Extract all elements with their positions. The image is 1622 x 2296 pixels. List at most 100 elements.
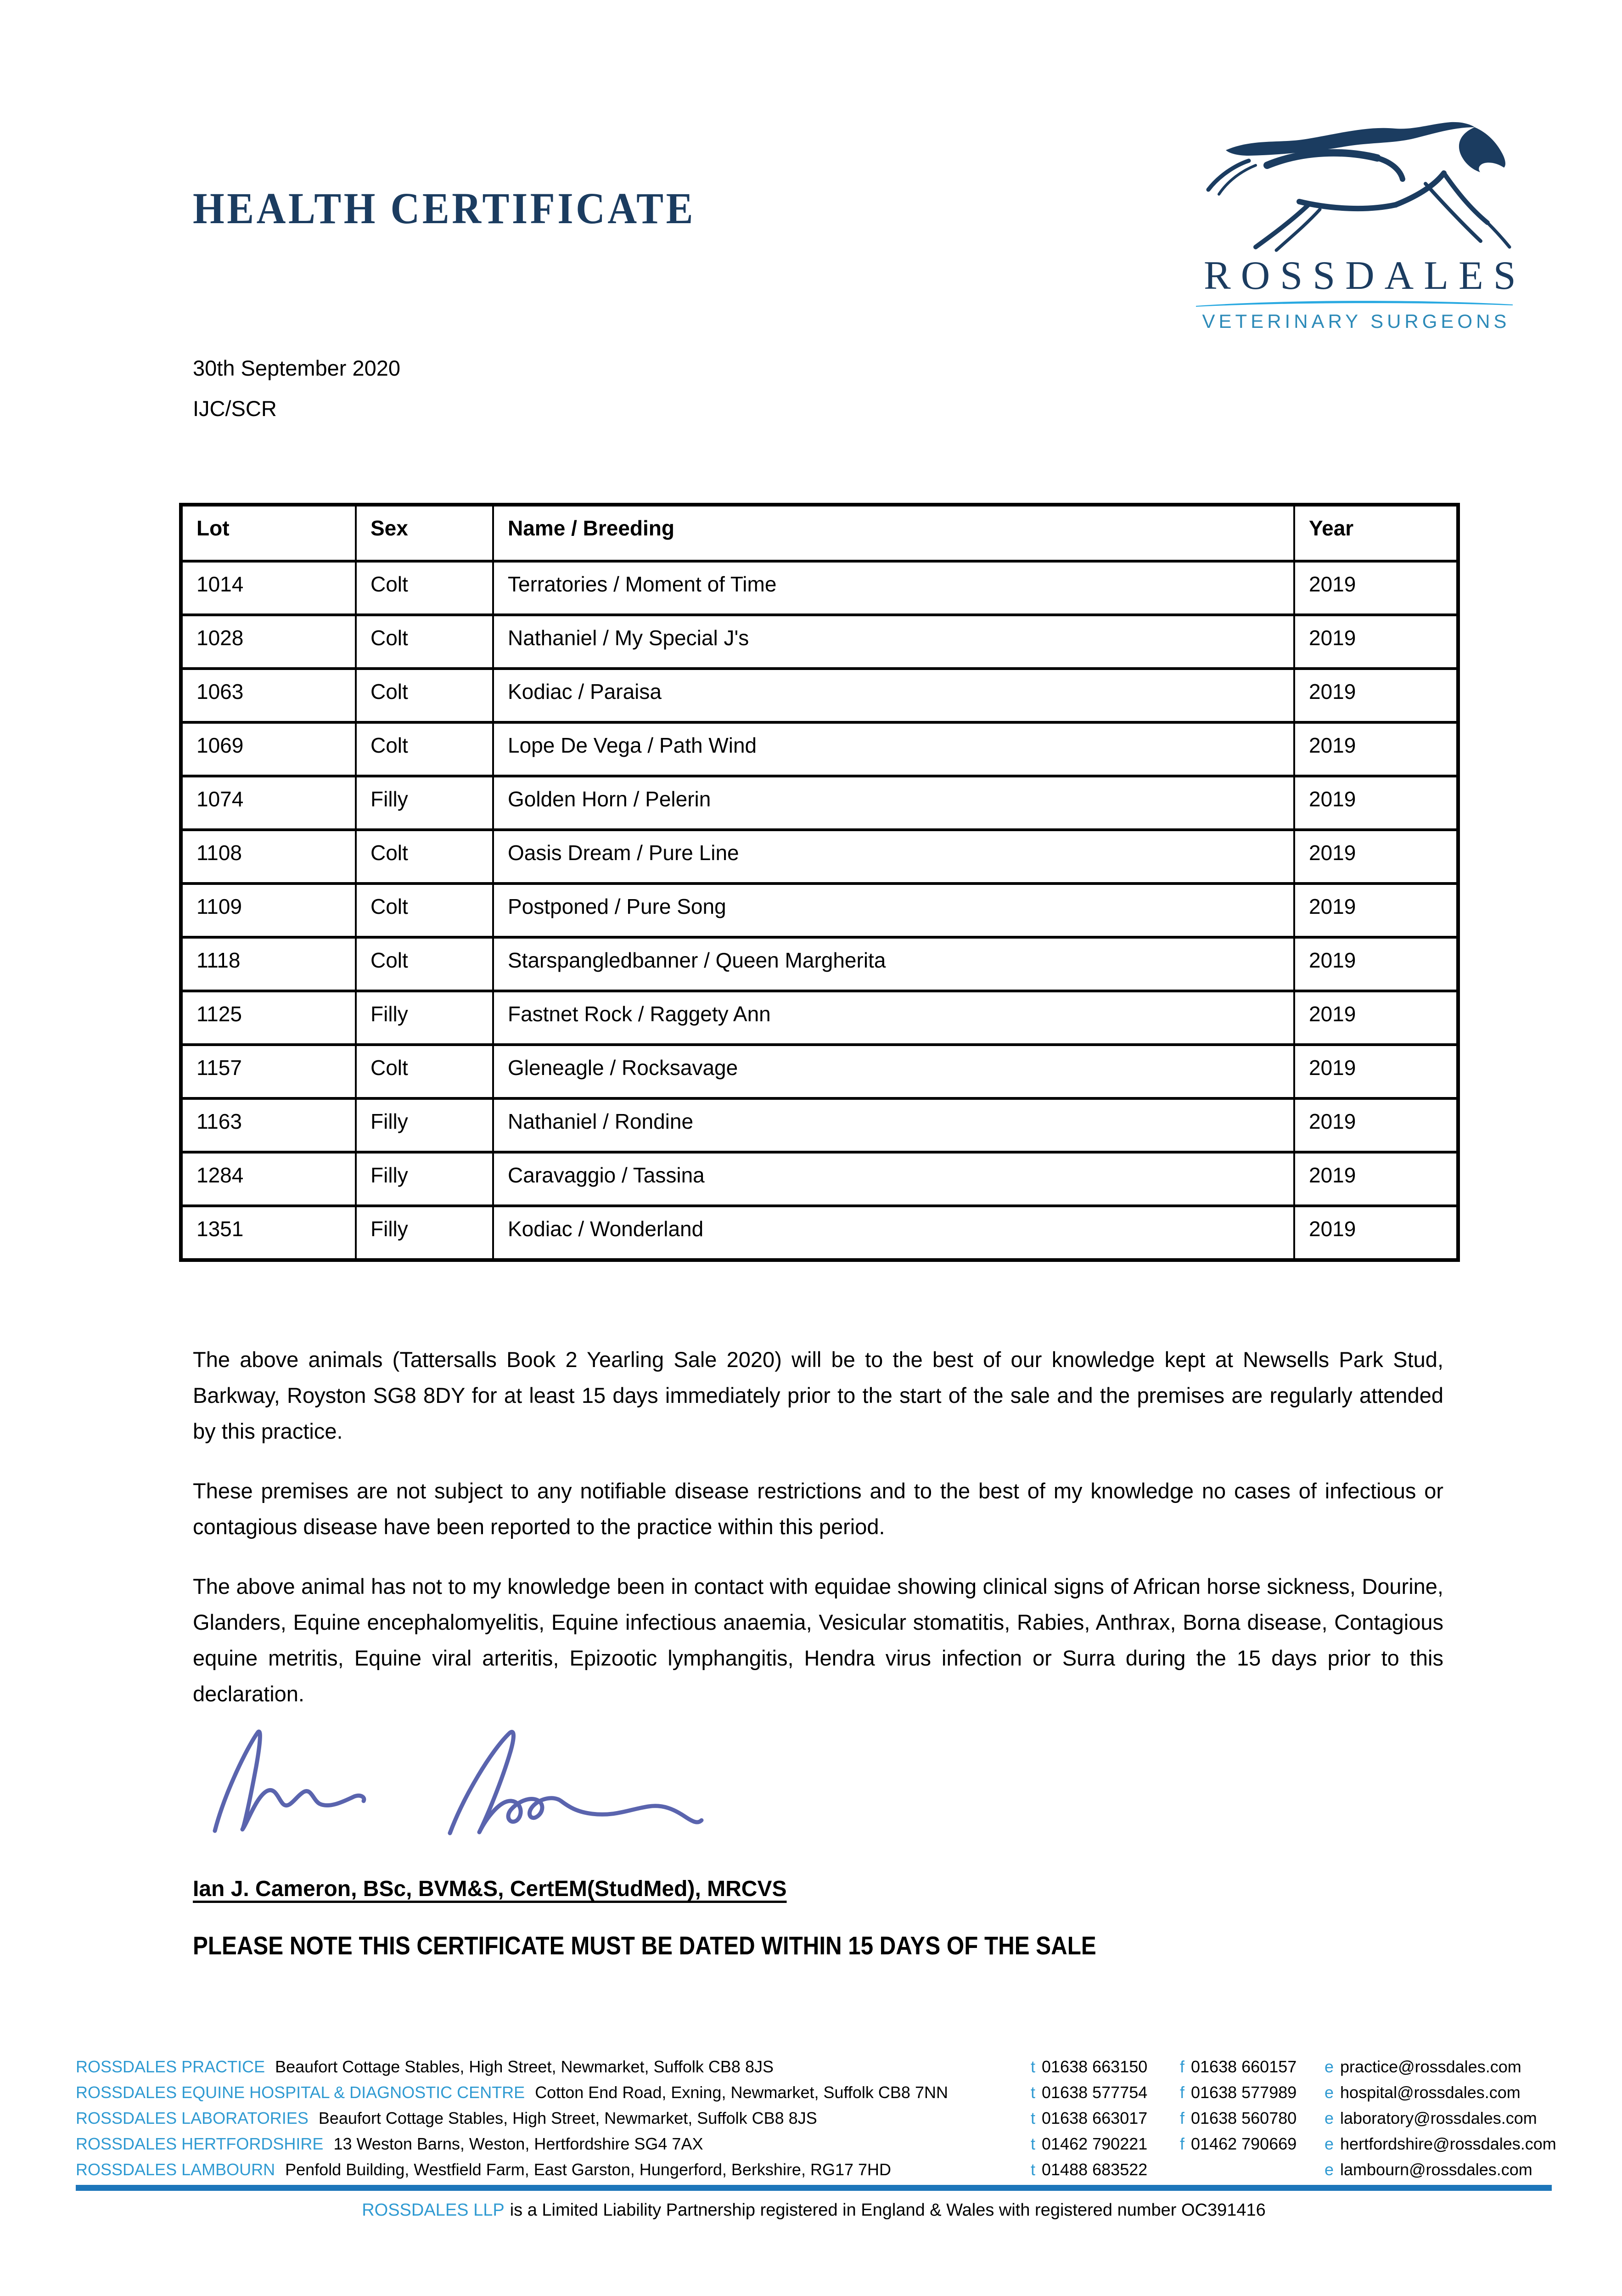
location-label: ROSSDALES HERTFORDSHIRE <box>76 2134 324 2153</box>
cell-year: 2019 <box>1293 828 1459 885</box>
cell-name-breeding: Nathaniel / Rondine <box>492 1097 1295 1154</box>
email-address: laboratory@rossdales.com <box>1340 2109 1537 2127</box>
cell-name-breeding: Caravaggio / Tassina <box>492 1151 1295 1207</box>
cell-sex: Filly <box>355 1151 494 1207</box>
cell-year: 2019 <box>1293 1204 1459 1261</box>
location-address: Cotton End Road, Exning, Newmarket, Suff… <box>535 2083 948 2102</box>
footer-location-line: ROSSDALES EQUINE HOSPITAL & DIAGNOSTIC C… <box>76 2081 1552 2107</box>
fax-number: 01462 790669 <box>1191 2134 1297 2153</box>
cell-sex: Colt <box>355 667 494 724</box>
llp-text: is a Limited Liability Partnership regis… <box>510 2200 1266 2220</box>
declaration-paragraph-3: The above animal has not to my knowledge… <box>193 1574 1443 1706</box>
table-row: 1284 Filly Caravaggio / Tassina 2019 <box>180 1151 1459 1207</box>
cell-name-breeding: Fastnet Rock / Raggety Ann <box>492 990 1295 1046</box>
footer-location-line: ROSSDALES PRACTICE Beaufort Cottage Stabl… <box>76 2055 1552 2081</box>
cell-year: 2019 <box>1293 1151 1459 1207</box>
table-row: 1063 Colt Kodiac / Paraisa 2019 <box>180 667 1459 724</box>
cell-sex: Filly <box>355 990 494 1046</box>
location-label: ROSSDALES PRACTICE <box>76 2057 265 2076</box>
date-block: 30th September 2020 IJC/SCR <box>193 348 400 429</box>
cell-lot: 1028 <box>180 613 357 670</box>
column-header-year: Year <box>1293 503 1459 563</box>
fax-number-column: f 01638 660157 <box>1180 2055 1296 2078</box>
email-prefix-icon: e <box>1325 2160 1334 2179</box>
animals-table: Lot Sex Name / Breeding Year 1014 Colt Ter… <box>179 503 1460 1262</box>
cell-year: 2019 <box>1293 775 1459 831</box>
cell-lot: 1063 <box>180 667 357 724</box>
footer-location-line: ROSSDALES HERTFORDSHIRE 13 Weston Barns, … <box>76 2133 1556 2158</box>
certificate-date: 30th September 2020 <box>193 356 401 380</box>
telephone-number-column: t 01462 790221 <box>1031 2133 1147 2155</box>
location-label: ROSSDALES EQUINE HOSPITAL & DIAGNOSTIC C… <box>76 2083 525 2102</box>
column-header-name-breeding: Name / Breeding <box>492 503 1295 563</box>
location-address: 13 Weston Barns, Weston, Hertfordshire S… <box>333 2134 703 2153</box>
telephone-number-column: t 01638 663150 <box>1031 2055 1147 2078</box>
email-prefix-icon: e <box>1325 2134 1334 2153</box>
table-row: 1163 Filly Nathaniel / Rondine 2019 <box>180 1097 1459 1154</box>
fax-number-column: f 01462 790669 <box>1180 2133 1296 2155</box>
table-row: 1028 Colt Nathaniel / My Special J's 2019 <box>180 613 1459 670</box>
cell-lot: 1074 <box>180 775 357 831</box>
cell-sex: Colt <box>355 1043 494 1100</box>
column-header-sex: Sex <box>355 503 494 563</box>
animals-table-body: 1014 Colt Terratories / Moment of Time 2019… <box>180 560 1459 1261</box>
fax-number: 01638 660157 <box>1191 2057 1297 2076</box>
fax-prefix-icon: f <box>1180 2134 1185 2153</box>
column-header-lot: Lot <box>180 503 357 563</box>
cell-lot: 1118 <box>180 936 357 992</box>
telephone-number: 01638 577754 <box>1042 2083 1148 2102</box>
cell-sex: Filly <box>355 775 494 831</box>
table-row: 1074 Filly Golden Horn / Pelerin 2019 <box>180 775 1459 831</box>
cell-sex: Colt <box>355 613 494 670</box>
location-address: Beaufort Cottage Stables, High Street, N… <box>275 2057 774 2076</box>
fax-number: 01638 577989 <box>1191 2083 1297 2102</box>
declaration-text: The above animals (Tattersalls Book 2 Ye… <box>193 1342 1443 1736</box>
declaration-paragraph-1: The above animals (Tattersalls Book 2 Ye… <box>193 1347 1443 1443</box>
cell-sex: Colt <box>355 721 494 777</box>
telephone-number: 01638 663150 <box>1042 2057 1148 2076</box>
table-row: 1351 Filly Kodiac / Wonderland 2019 <box>180 1204 1459 1261</box>
table-row: 1014 Colt Terratories / Moment of Time 2019 <box>180 560 1459 616</box>
logo-subtitle: VETERINARY SURGEONS <box>1202 310 1510 332</box>
email-address-column: e laboratory@rossdales.com <box>1325 2107 1537 2130</box>
declaration-paragraph-2: These premises are not subject to any no… <box>193 1479 1443 1539</box>
cell-year: 2019 <box>1293 990 1459 1046</box>
email-prefix-icon: e <box>1325 2109 1334 2127</box>
footer-locations: ROSSDALES PRACTICE Beaufort Cottage Stabl… <box>76 2055 1556 2184</box>
table-row: 1118 Colt Starspangledbanner / Queen Margh… <box>180 936 1459 992</box>
location-address: Penfold Building, Westfield Farm, East G… <box>285 2160 892 2179</box>
fax-prefix-icon: f <box>1180 2083 1185 2102</box>
cell-lot: 1108 <box>180 828 357 885</box>
cell-year: 2019 <box>1293 721 1459 777</box>
logo-wordmark: ROSSDALES <box>1204 253 1526 298</box>
cell-name-breeding: Postponed / Pure Song <box>492 882 1295 939</box>
location-address: Beaufort Cottage Stables, High Street, N… <box>318 2109 817 2127</box>
cell-sex: Colt <box>355 828 494 885</box>
email-prefix-icon: e <box>1325 2083 1334 2102</box>
cell-year: 2019 <box>1293 882 1459 939</box>
cell-year: 2019 <box>1293 1043 1459 1100</box>
table-row: 1125 Filly Fastnet Rock / Raggety Ann 2019 <box>180 990 1459 1046</box>
email-address: practice@rossdales.com <box>1340 2057 1521 2076</box>
cell-lot: 1284 <box>180 1151 357 1207</box>
cell-lot: 1157 <box>180 1043 357 1100</box>
fax-prefix-icon: f <box>1180 2109 1185 2127</box>
cell-sex: Colt <box>355 560 494 616</box>
telephone-number: 01638 663017 <box>1042 2109 1148 2127</box>
cell-year: 2019 <box>1293 936 1459 992</box>
location-label: ROSSDALES LAMBOURN <box>76 2160 275 2179</box>
cell-sex: Filly <box>355 1204 494 1261</box>
email-address: lambourn@rossdales.com <box>1340 2160 1532 2179</box>
cell-name-breeding: Golden Horn / Pelerin <box>492 775 1295 831</box>
telephone-prefix-icon: t <box>1031 2057 1036 2076</box>
cell-year: 2019 <box>1293 560 1459 616</box>
telephone-number-column: t 01638 577754 <box>1031 2081 1147 2104</box>
page-title: HEALTH CERTIFICATE <box>193 184 696 233</box>
cell-name-breeding: Oasis Dream / Pure Line <box>492 828 1295 885</box>
footer: ROSSDALES PRACTICE Beaufort Cottage Stabl… <box>76 2055 1556 2184</box>
signatory-name: Ian J. Cameron, BSc, BVM&S, CertEM(StudM… <box>193 1877 787 1901</box>
cell-name-breeding: Starspangledbanner / Queen Margherita <box>492 936 1295 992</box>
table-row: 1069 Colt Lope De Vega / Path Wind 2019 <box>180 721 1459 777</box>
email-prefix-icon: e <box>1325 2057 1334 2076</box>
